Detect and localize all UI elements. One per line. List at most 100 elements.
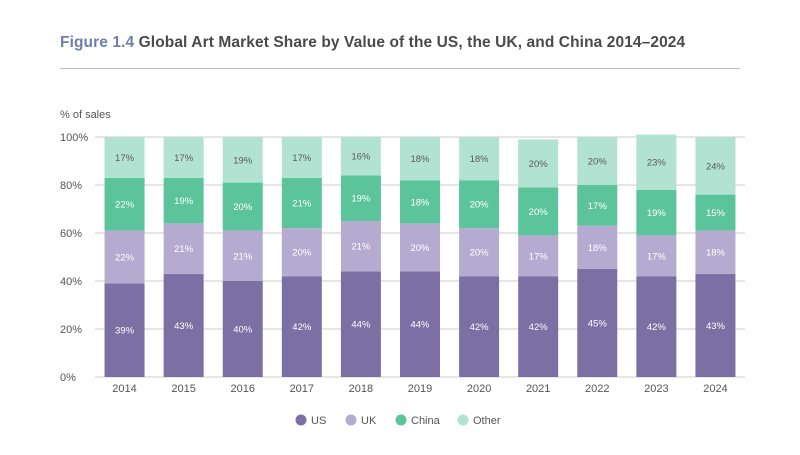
x-tick-label: 2021 bbox=[526, 383, 550, 395]
data-label-china-2018: 19% bbox=[351, 194, 371, 205]
bar-uk-2015 bbox=[163, 223, 204, 274]
bar-us-2015 bbox=[163, 273, 204, 377]
data-label-other-2019: 18% bbox=[410, 154, 430, 165]
legend-item-us: US bbox=[295, 414, 326, 427]
data-label-uk-2023: 17% bbox=[647, 251, 667, 262]
legend-label-other: Other bbox=[473, 415, 501, 427]
bar-us-2017 bbox=[281, 276, 322, 377]
legend-swatch-us bbox=[295, 414, 307, 426]
bar-uk-2020 bbox=[459, 228, 500, 277]
chart-title: Figure 1.4 Global Art Market Share by Va… bbox=[60, 34, 685, 52]
bar-other-2018 bbox=[340, 137, 381, 176]
bar-china-2018 bbox=[340, 175, 381, 221]
data-label-uk-2015: 21% bbox=[174, 244, 194, 255]
bar-us-2024 bbox=[695, 273, 736, 377]
bar-china-2024 bbox=[695, 194, 736, 231]
data-label-china-2019: 18% bbox=[410, 197, 430, 208]
legend-swatch-china bbox=[395, 414, 407, 426]
bar-stack-2023: 42% 17% 19% 23% bbox=[636, 134, 677, 377]
data-label-uk-2024: 18% bbox=[706, 248, 726, 259]
data-label-china-2015: 19% bbox=[174, 196, 194, 207]
x-tick-label: 2023 bbox=[644, 383, 668, 395]
bar-us-2014 bbox=[104, 283, 145, 377]
figure-title-text: Global Art Market Share by Value of the … bbox=[138, 34, 686, 51]
y-tick-label: 80% bbox=[60, 180, 82, 192]
data-label-us-2016: 40% bbox=[233, 325, 253, 336]
bar-china-2022 bbox=[577, 185, 618, 226]
title-divider bbox=[60, 68, 740, 69]
data-label-china-2022: 17% bbox=[588, 201, 608, 212]
data-label-uk-2018: 21% bbox=[351, 242, 371, 253]
bar-uk-2021 bbox=[518, 235, 559, 277]
bar-stack-2015: 43% 21% 19% 17% bbox=[163, 137, 204, 377]
data-label-uk-2020: 20% bbox=[470, 248, 490, 259]
bar-us-2022 bbox=[577, 269, 618, 377]
bar-china-2016 bbox=[222, 182, 263, 231]
data-label-us-2019: 44% bbox=[410, 320, 430, 331]
bar-us-2020 bbox=[459, 276, 500, 377]
x-tick-label: 2024 bbox=[703, 383, 727, 395]
legend: US UK China Other bbox=[295, 414, 501, 427]
bar-china-2020 bbox=[459, 180, 500, 229]
bar-uk-2024 bbox=[695, 230, 736, 274]
bar-stack-2014: 39% 22% 22% 17% bbox=[104, 137, 145, 377]
legend-label-us: US bbox=[311, 415, 326, 427]
y-tick-label: 100% bbox=[60, 132, 88, 144]
x-tick-label: 2014 bbox=[112, 383, 136, 395]
data-label-other-2017: 17% bbox=[292, 153, 312, 164]
data-label-china-2021: 20% bbox=[529, 207, 549, 218]
y-tick-label: 40% bbox=[60, 276, 82, 288]
bar-us-2021 bbox=[518, 276, 559, 377]
data-label-us-2017: 42% bbox=[292, 322, 312, 333]
x-tick-label: 2022 bbox=[585, 383, 609, 395]
bar-uk-2016 bbox=[222, 230, 263, 281]
bar-uk-2023 bbox=[636, 235, 677, 277]
data-label-uk-2019: 20% bbox=[410, 243, 430, 254]
x-tick-label: 2020 bbox=[467, 383, 491, 395]
data-label-uk-2017: 20% bbox=[292, 248, 312, 259]
bar-stack-2018: 44% 21% 19% 16% bbox=[340, 137, 381, 377]
legend-item-other: Other bbox=[457, 414, 501, 427]
bar-other-2022 bbox=[577, 137, 618, 185]
data-label-uk-2022: 18% bbox=[588, 243, 608, 254]
bar-stack-2022: 45% 18% 17% 20% bbox=[577, 137, 618, 377]
data-label-other-2024: 24% bbox=[706, 161, 726, 172]
data-label-other-2021: 20% bbox=[529, 159, 549, 170]
bar-us-2018 bbox=[340, 271, 381, 377]
data-label-other-2016: 19% bbox=[233, 155, 253, 166]
data-label-uk-2016: 21% bbox=[233, 251, 253, 262]
y-tick-label: 20% bbox=[60, 324, 82, 336]
bar-us-2023 bbox=[636, 276, 677, 377]
data-label-us-2022: 45% bbox=[588, 319, 608, 330]
legend-item-china: China bbox=[395, 414, 441, 427]
x-tick-label: 2017 bbox=[290, 383, 314, 395]
bar-china-2021 bbox=[518, 187, 559, 236]
x-tick-label: 2015 bbox=[171, 383, 195, 395]
data-label-us-2014: 39% bbox=[115, 326, 135, 337]
x-tick-label: 2018 bbox=[349, 383, 373, 395]
bar-china-2015 bbox=[163, 177, 204, 224]
bar-us-2019 bbox=[400, 271, 440, 377]
y-tick-label: 0% bbox=[60, 372, 76, 384]
data-label-china-2017: 21% bbox=[292, 199, 312, 210]
x-tick-label: 2016 bbox=[230, 383, 254, 395]
bar-uk-2019 bbox=[400, 223, 440, 272]
bar-china-2023 bbox=[636, 189, 677, 236]
bar-other-2016 bbox=[222, 137, 263, 183]
bar-other-2014 bbox=[104, 137, 145, 178]
data-label-china-2023: 19% bbox=[647, 208, 667, 219]
data-label-us-2023: 42% bbox=[647, 322, 667, 333]
data-label-other-2023: 23% bbox=[647, 158, 667, 169]
data-label-us-2024: 43% bbox=[706, 321, 726, 332]
data-label-uk-2014: 22% bbox=[115, 253, 135, 264]
bar-other-2024 bbox=[695, 137, 736, 195]
data-label-other-2014: 17% bbox=[115, 153, 135, 164]
bar-stack-2017: 42% 20% 21% 17% bbox=[281, 137, 322, 377]
y-axis-ticks: 0% 20% 40% 60% 80% 100% bbox=[60, 132, 88, 384]
legend-item-uk: UK bbox=[345, 414, 377, 427]
bar-us-2016 bbox=[222, 281, 263, 377]
data-label-us-2018: 44% bbox=[351, 320, 371, 331]
bar-stack-2024: 43% 18% 15% 24% bbox=[695, 137, 736, 377]
bar-stack-2021: 42% 17% 20% 20% bbox=[518, 139, 559, 377]
y-axis-label: % of sales bbox=[60, 109, 111, 121]
